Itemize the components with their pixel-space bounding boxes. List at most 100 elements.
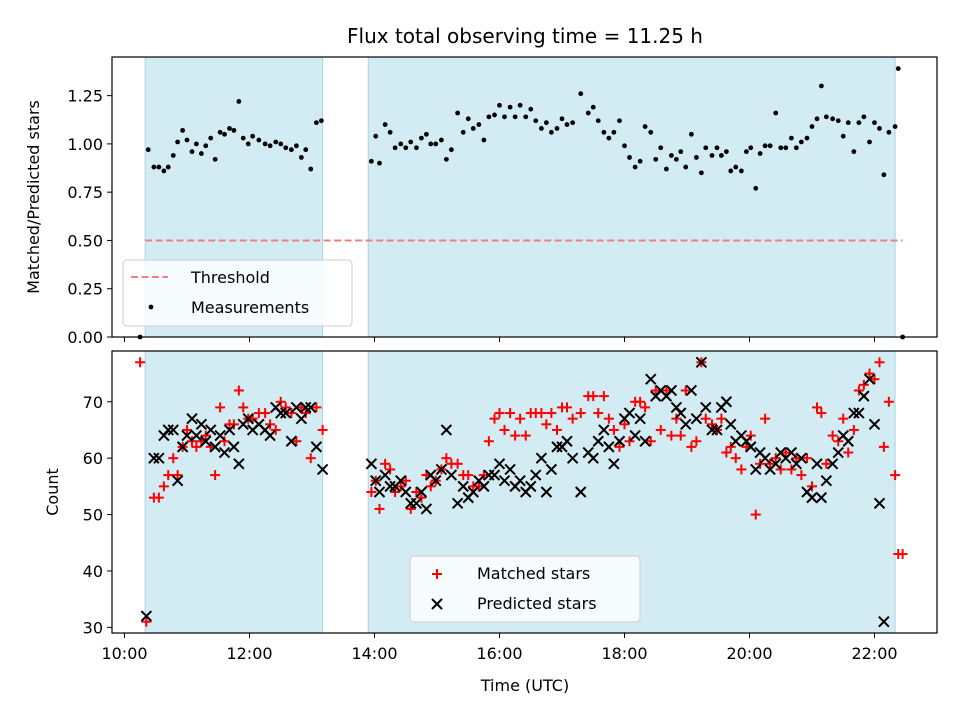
predicted-star-point [785,446,798,459]
predicted-star-point [379,469,391,481]
matched-star-point [770,453,781,464]
measurement-point [835,118,841,124]
y-tick-label: 60 [83,449,103,468]
predicted-star-point [530,469,542,481]
predicted-stars-points [140,356,890,628]
matched-star-point [786,464,797,475]
predicted-star-point [832,446,844,459]
matched-star-point [890,470,901,481]
x-tick-label: 20:00 [726,644,772,663]
matched-star-point [228,419,239,430]
predicted-star-point [478,480,490,493]
matched-star-point [510,430,521,441]
measurement-point [512,114,518,120]
bottom-x-axis: 10:00 12:00 14:00 16:00 18:00 20:00 22:00 [101,633,898,663]
measurements-legend-label: Measurements [191,298,309,317]
predicted-star-point [603,441,615,453]
matched-star-point [153,492,164,503]
measurement-point [881,172,887,178]
matched-star-point [552,424,562,435]
matched-star-point [478,470,489,481]
matched-star-point [775,464,786,475]
measurement-point [507,104,513,110]
matched-star-point [182,424,192,435]
measurement-point [564,122,570,127]
matched-star-point [848,424,859,435]
matched-star-point [645,436,656,447]
predicted-star-point [878,616,890,628]
matched-star-point [187,436,197,447]
measurement-point [465,116,471,122]
x-tick-label: 16:00 [476,644,522,663]
measurement-point [240,135,246,141]
matched-star-point [869,374,880,385]
matched-star-point [515,413,526,424]
predicted-star-point [209,441,221,453]
matched-star-point [816,408,827,419]
measurement-point [693,155,699,160]
predicted-star-point [720,396,733,408]
matched-star-point [200,430,211,441]
predicted-star-point [285,435,298,447]
predicted-star-point [218,446,231,459]
matched-star-point [827,430,838,441]
matched-star-point [700,413,711,424]
measurement-point [278,141,284,147]
predicted-star-point [863,373,876,385]
measurements-legend-swatch [148,304,154,310]
matched-star-point [640,402,651,413]
predicted-star-point [493,458,506,470]
measurement-point [476,122,482,127]
measurement-point [867,139,872,145]
measurement-point [804,135,810,141]
matched-star-point [750,509,761,520]
measurement-point [793,145,799,151]
predicted-star-point [759,452,771,464]
matched-star-point [655,424,666,435]
x-tick-label: 12:00 [226,644,272,663]
measurement-point [733,164,739,170]
matched-star-point [158,481,169,492]
predicted-star-point [566,452,579,464]
predicted-star-point [140,610,153,622]
measurement-point [723,149,729,155]
measurement-point [814,116,820,122]
predicted-star-point [290,401,303,414]
measurement-point [830,116,836,122]
predicted-star-point [675,407,687,419]
predicted-star-point [370,475,382,487]
measurement-point [663,166,669,172]
predicted-star-point [310,441,323,453]
matched-star-point [897,549,908,560]
matched-star-point [864,368,875,379]
measurement-point [823,114,829,120]
observing-intervals [144,56,896,338]
measurement-point [698,170,704,176]
predicted-star-point [608,458,620,470]
measurement-point [851,149,857,155]
matched-star-point [135,357,146,368]
measurement-point [387,129,393,135]
measurement-point [245,141,251,147]
matched-star-point [416,492,427,503]
matched-star-point [219,436,230,447]
matched-star-point [441,453,452,464]
predicted-star-point [305,401,317,414]
measurement-point [668,153,674,158]
predicted-star-point [171,475,184,487]
matched-star-point [499,424,510,435]
measurement-point [861,114,867,120]
matched-star-point [305,453,316,464]
measurement-point [767,143,773,149]
measurement-point [438,137,444,143]
matched-star-point [843,447,854,458]
measurement-point [161,168,167,174]
y-tick-label: 0.50 [67,231,103,250]
matched-star-point [191,441,202,452]
measurement-point [523,114,529,120]
measurement-point [533,118,539,124]
predicted-star-point [420,503,433,515]
predicted-star-point [467,486,479,498]
measurement-point [443,156,449,162]
